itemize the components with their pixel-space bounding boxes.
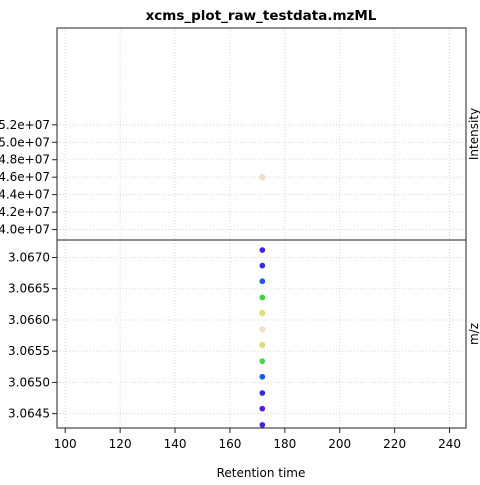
- mz-y-tick-label: 3.0650: [8, 375, 50, 389]
- mz-y-tick-label: 3.0665: [8, 282, 50, 296]
- x-tick-label: 100: [54, 437, 77, 451]
- mz-data-point: [259, 405, 266, 412]
- chart-title: xcms_plot_raw_testdata.mzML: [146, 8, 377, 24]
- mz-data-point: [259, 294, 266, 301]
- mz-data-point: [259, 421, 266, 428]
- intensity-y-tick-label: 5.2e+07: [0, 118, 50, 132]
- mz-data-point: [259, 246, 266, 254]
- x-tick-label: 220: [383, 437, 406, 451]
- mz-data-point: [259, 358, 266, 365]
- mz-data-point: [259, 389, 266, 397]
- x-tick-label: 180: [273, 437, 296, 451]
- x-tick-label: 160: [218, 437, 241, 451]
- mz-y-tick-label: 3.0660: [8, 313, 50, 327]
- intensity-frame: [56, 27, 467, 241]
- x-tick-label: 120: [109, 437, 132, 451]
- intensity-y-tick-label: 4.4e+07: [0, 188, 50, 202]
- intensity-y-tick-label: 4.8e+07: [0, 153, 50, 167]
- mz-data-point: [259, 373, 266, 380]
- mz-y-axis-title: m/z: [467, 323, 480, 345]
- intensity-panel: 4.0e+07 4.2e+07 4.4e+07 4.6e+07 4.8e+07 5.0e+…: [0, 27, 480, 241]
- x-tick-label: 200: [328, 437, 351, 451]
- mz-data-point: [259, 310, 266, 317]
- mz-y-tick-label: 3.0645: [8, 407, 50, 421]
- intensity-y-tick-label: 4.2e+07: [0, 205, 50, 219]
- mz-data-point: [259, 326, 266, 333]
- mz-y-tick-label: 3.0655: [8, 344, 50, 358]
- mz-panel: 3.0645 3.0650 3.0655 3.0660 3.0665 3.0670 m/z: [8, 239, 480, 429]
- mz-data-point: [259, 262, 266, 269]
- mz-data-point: [259, 341, 266, 348]
- intensity-y-axis-title: Intensity: [467, 108, 480, 160]
- intensity-y-tick-label: 4.6e+07: [0, 170, 50, 184]
- intensity-y-tick-label: 4.0e+07: [0, 223, 50, 237]
- x-tick-label: 140: [164, 437, 187, 451]
- intensity-data-point: [259, 174, 266, 181]
- mz-y-tick-label: 3.0670: [8, 250, 50, 264]
- x-axis-title: Retention time: [217, 466, 306, 480]
- x-axis: 100 120 140 160 180 200 220 240: [54, 239, 466, 451]
- x-tick-label: 240: [438, 437, 461, 451]
- intensity-y-tick-label: 5.0e+07: [0, 135, 50, 149]
- mz-data-point: [259, 278, 266, 285]
